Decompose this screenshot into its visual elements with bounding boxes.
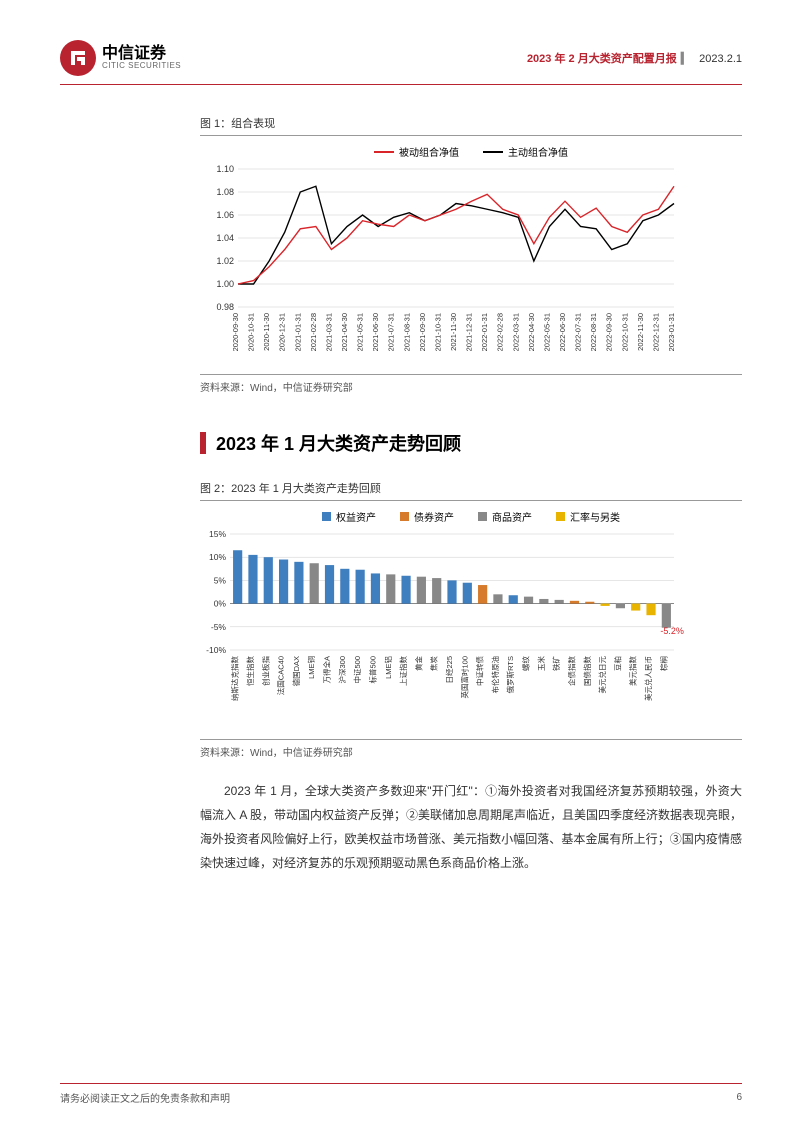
svg-text:螺纹: 螺纹 — [521, 656, 531, 671]
header-meta: 2023 年 2 月大类资产配置月报 ▍ 2023.2.1 — [527, 50, 742, 66]
svg-text:2022-05-31: 2022-05-31 — [542, 313, 551, 351]
svg-text:2021-09-30: 2021-09-30 — [418, 313, 427, 351]
svg-text:1.04: 1.04 — [216, 233, 234, 243]
svg-text:2021-03-31: 2021-03-31 — [324, 313, 333, 351]
fig1-rule — [200, 135, 742, 136]
brand-name-en: CITIC SECURITIES — [102, 62, 181, 71]
fig2-label: 图 2：2023 年 1 月大类资产走势回顾 — [200, 480, 742, 496]
svg-text:创业板指: 创业板指 — [260, 656, 270, 686]
fig2-chart: -10% -5% 0% 5% 10% 15% 纳斯达克指数恒生指数创业板指法国CAC40 德国… — [200, 528, 742, 733]
svg-text:万得全A: 万得全A — [322, 656, 332, 684]
svg-text:2022-10-31: 2022-10-31 — [620, 313, 629, 351]
svg-text:日经225: 日经225 — [444, 656, 454, 684]
svg-text:1.08: 1.08 — [216, 187, 234, 197]
svg-text:恒生指数: 恒生指数 — [245, 656, 255, 686]
svg-text:2021-10-31: 2021-10-31 — [433, 313, 442, 351]
header-separator: ▍ — [681, 52, 689, 65]
svg-text:2021-06-30: 2021-06-30 — [371, 313, 380, 351]
section-title-text: 2023 年 1 月大类资产走势回顾 — [216, 430, 461, 456]
fig1-legend: 被动组合净值主动组合净值 — [200, 144, 742, 159]
svg-text:2021-08-31: 2021-08-31 — [402, 313, 411, 351]
logo-icon — [60, 40, 96, 76]
svg-text:2020-12-31: 2020-12-31 — [278, 313, 287, 351]
report-title: 2023 年 2 月大类资产配置月报 — [527, 50, 677, 66]
svg-text:棕榈: 棕榈 — [658, 656, 668, 671]
svg-text:5%: 5% — [214, 575, 227, 585]
brand-logo: 中信证券 CITIC SECURITIES — [60, 40, 181, 76]
svg-text:10%: 10% — [209, 552, 226, 562]
svg-text:英国富时100: 英国富时100 — [459, 656, 469, 699]
svg-text:纳斯达克指数: 纳斯达克指数 — [230, 656, 240, 701]
svg-text:铁矿: 铁矿 — [551, 656, 561, 671]
svg-text:布伦特原油: 布伦特原油 — [490, 656, 500, 694]
svg-text:玉米: 玉米 — [536, 656, 546, 671]
svg-text:中证转债: 中证转债 — [475, 656, 485, 686]
fig2-rule — [200, 500, 742, 501]
svg-text:2021-02-28: 2021-02-28 — [309, 313, 318, 351]
svg-text:2022-02-28: 2022-02-28 — [496, 313, 505, 351]
section-marker — [200, 432, 206, 454]
svg-text:上证指数: 上证指数 — [398, 656, 408, 686]
svg-text:国债指数: 国债指数 — [582, 656, 592, 686]
header-rule — [60, 84, 742, 85]
footer-disclaimer: 请务必阅读正文之后的免责条款和声明 — [60, 1090, 230, 1105]
svg-text:15%: 15% — [209, 529, 226, 539]
svg-text:2023-01-31: 2023-01-31 — [667, 313, 676, 351]
svg-text:美元兑日元: 美元兑日元 — [597, 656, 607, 694]
brand-name-cn: 中信证券 — [102, 45, 181, 63]
svg-text:-5%: -5% — [211, 622, 227, 632]
svg-text:2021-04-30: 2021-04-30 — [340, 313, 349, 351]
svg-text:2022-09-30: 2022-09-30 — [605, 313, 614, 351]
svg-text:美元指数: 美元指数 — [628, 656, 638, 686]
svg-text:LME铜: LME铜 — [306, 656, 316, 679]
body-paragraph: 2023 年 1 月，全球大类资产多数迎来"开门红"：①海外投资者对我国经济复苏… — [200, 779, 742, 875]
section-heading: 2023 年 1 月大类资产走势回顾 — [200, 430, 742, 456]
svg-text:2020-11-30: 2020-11-30 — [262, 313, 271, 351]
fig2-annotation: -5.2% — [660, 626, 684, 636]
svg-text:1.02: 1.02 — [216, 256, 234, 266]
fig1-chart: 0.98 1.00 1.02 1.04 1.06 1.08 1.10 2020-09-30 20… — [200, 163, 742, 368]
svg-text:豆粕: 豆粕 — [612, 656, 622, 671]
fig2-source: 资料来源：Wind，中信证券研究部 — [200, 739, 742, 759]
svg-text:2021-05-31: 2021-05-31 — [356, 313, 365, 351]
page-footer: 请务必阅读正文之后的免责条款和声明 6 — [60, 1083, 742, 1105]
svg-text:-10%: -10% — [206, 645, 226, 655]
svg-text:2022-01-31: 2022-01-31 — [480, 313, 489, 351]
svg-text:1.06: 1.06 — [216, 210, 234, 220]
svg-text:2022-03-31: 2022-03-31 — [511, 313, 520, 351]
svg-text:1.10: 1.10 — [216, 164, 234, 174]
svg-text:标普500: 标普500 — [367, 656, 377, 684]
svg-text:LME铝: LME铝 — [383, 656, 393, 679]
svg-text:2022-07-31: 2022-07-31 — [574, 313, 583, 351]
svg-text:2021-07-31: 2021-07-31 — [387, 313, 396, 351]
svg-text:0.98: 0.98 — [216, 302, 234, 312]
svg-text:0%: 0% — [214, 599, 227, 609]
svg-text:中证500: 中证500 — [352, 656, 362, 684]
report-date: 2023.2.1 — [699, 53, 742, 65]
svg-text:2021-11-30: 2021-11-30 — [449, 313, 458, 351]
page-number: 6 — [736, 1092, 742, 1103]
svg-text:法国CAC40: 法国CAC40 — [276, 656, 286, 695]
svg-text:2021-12-31: 2021-12-31 — [465, 313, 474, 351]
svg-text:沪深300: 沪深300 — [337, 656, 347, 684]
fig1-source: 资料来源：Wind，中信证券研究部 — [200, 374, 742, 394]
svg-text:2022-04-30: 2022-04-30 — [527, 313, 536, 351]
fig2-legend: 权益资产债券资产商品资产汇率与另类 — [200, 509, 742, 524]
svg-text:俄罗斯RTS: 俄罗斯RTS — [505, 656, 515, 693]
svg-text:企债指数: 企债指数 — [566, 656, 576, 686]
svg-text:2022-08-31: 2022-08-31 — [589, 313, 598, 351]
svg-text:焦炭: 焦炭 — [429, 656, 439, 671]
svg-text:2022-06-30: 2022-06-30 — [558, 313, 567, 351]
svg-text:1.00: 1.00 — [216, 279, 234, 289]
svg-text:美元兑人民币: 美元兑人民币 — [643, 656, 653, 701]
svg-text:2020-10-31: 2020-10-31 — [247, 313, 256, 351]
svg-text:2021-01-31: 2021-01-31 — [293, 313, 302, 351]
svg-text:黄金: 黄金 — [413, 656, 423, 671]
fig1-label: 图 1：组合表现 — [200, 115, 742, 131]
svg-text:2022-12-31: 2022-12-31 — [651, 313, 660, 351]
svg-text:2020-09-30: 2020-09-30 — [231, 313, 240, 351]
svg-text:德国DAX: 德国DAX — [291, 656, 301, 686]
svg-text:2022-11-30: 2022-11-30 — [636, 313, 645, 351]
